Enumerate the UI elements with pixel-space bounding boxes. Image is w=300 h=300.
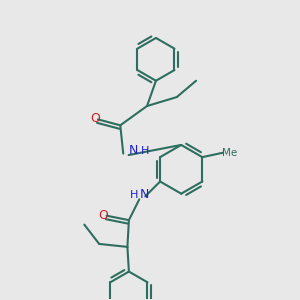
Text: Me: Me — [222, 148, 237, 158]
Text: O: O — [99, 208, 109, 222]
Text: H: H — [140, 146, 149, 156]
Text: O: O — [91, 112, 100, 125]
Text: N: N — [140, 188, 149, 201]
Text: H: H — [130, 190, 138, 200]
Text: N: N — [129, 144, 138, 157]
